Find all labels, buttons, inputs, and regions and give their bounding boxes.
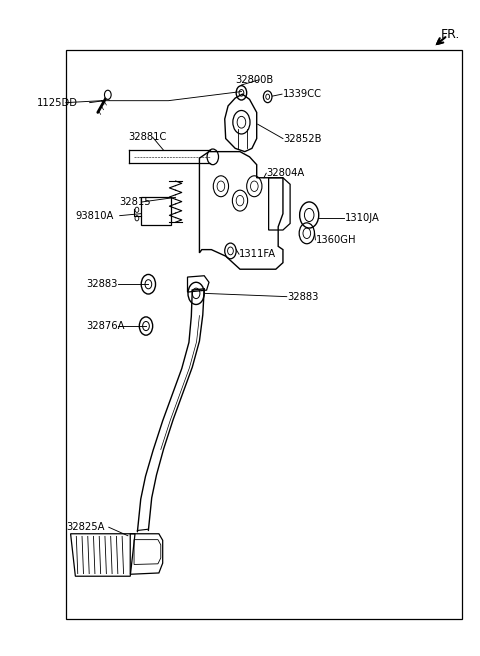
Text: 32876A: 32876A	[86, 321, 125, 331]
Bar	[141, 197, 171, 226]
Text: 1339CC: 1339CC	[283, 89, 322, 99]
Text: 32852B: 32852B	[283, 134, 322, 144]
Text: 32815: 32815	[120, 197, 151, 207]
Text: 93810A: 93810A	[75, 211, 114, 220]
Text: 32881C: 32881C	[128, 133, 166, 142]
Text: 1125DD: 1125DD	[37, 98, 78, 108]
Text: 1311FA: 1311FA	[239, 249, 276, 259]
Text: 1310JA: 1310JA	[345, 213, 380, 223]
Text: 32825A: 32825A	[66, 522, 104, 532]
Bar	[66, 51, 462, 619]
Text: 32800B: 32800B	[235, 75, 274, 85]
Text: 1360GH: 1360GH	[316, 235, 357, 245]
Text: FR.: FR.	[441, 28, 460, 41]
Circle shape	[105, 91, 111, 99]
Text: 32804A: 32804A	[266, 168, 304, 178]
Text: 32883: 32883	[287, 292, 318, 302]
Text: 32883: 32883	[86, 279, 118, 289]
FancyArrowPatch shape	[435, 36, 447, 45]
